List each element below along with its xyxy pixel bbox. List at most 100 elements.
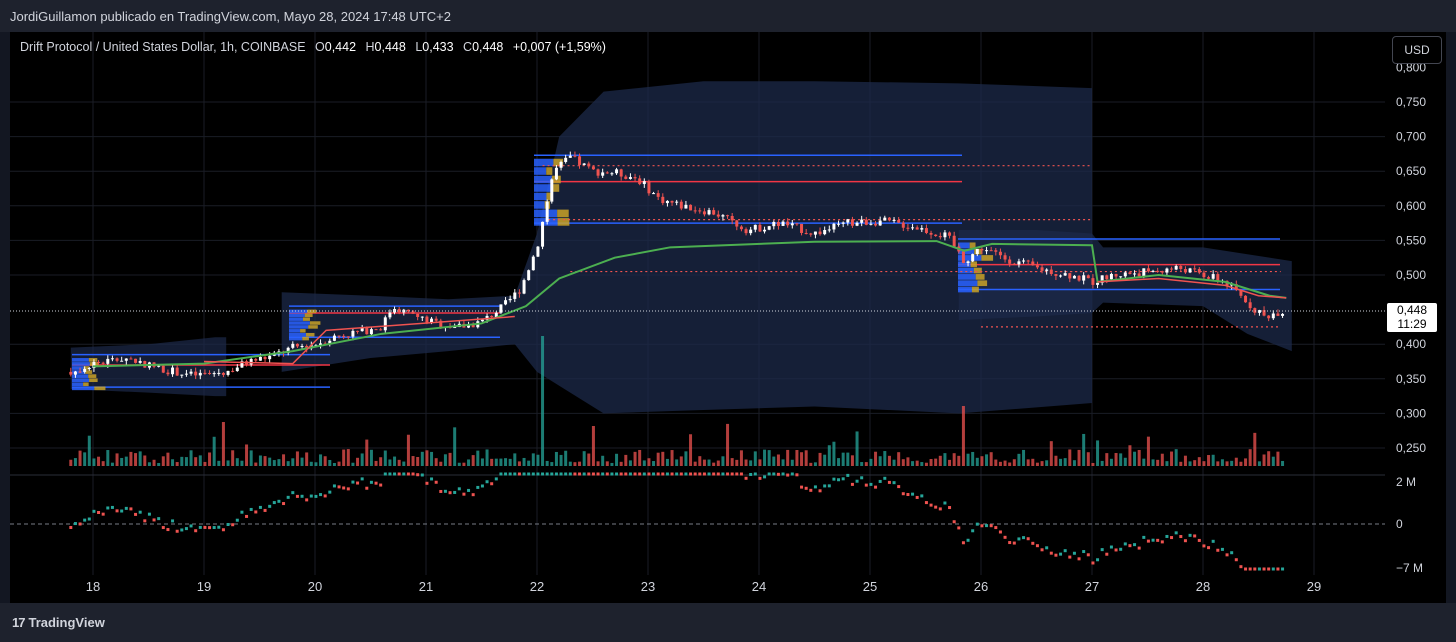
profile-day18-bar-up <box>94 386 106 391</box>
osc-point <box>1151 538 1155 542</box>
osc-point <box>735 472 739 476</box>
volume-bar <box>578 461 582 466</box>
candle-body <box>795 223 799 225</box>
volume-bar <box>476 450 480 466</box>
candle-body <box>652 193 656 195</box>
osc-point <box>878 479 882 483</box>
candle-body <box>1170 268 1174 270</box>
candle-body <box>661 196 665 204</box>
volume-bar <box>892 459 896 466</box>
osc-point <box>527 472 531 476</box>
osc-point <box>1017 537 1021 541</box>
osc-point <box>346 487 350 491</box>
profile-day18-bar-up <box>88 358 98 362</box>
volume-bar <box>753 451 757 466</box>
candle-body <box>744 229 748 234</box>
osc-point <box>545 472 549 476</box>
candle-body <box>850 219 854 226</box>
publish-bar: JordiGuillamon publicado en TradingView.… <box>0 0 1456 32</box>
volume-bar <box>467 459 471 466</box>
candle-body <box>587 163 591 167</box>
currency-button[interactable]: USD <box>1392 36 1442 64</box>
volume-bar <box>1133 451 1137 466</box>
candle-body <box>171 367 175 375</box>
candle-body <box>1128 272 1132 275</box>
osc-point <box>628 472 632 476</box>
candle-body <box>915 227 919 230</box>
osc-point <box>184 527 188 531</box>
osc-point <box>989 524 993 528</box>
volume-bar <box>809 462 813 466</box>
volume-bar <box>365 439 369 466</box>
osc-point <box>263 508 267 512</box>
candle-body <box>1188 268 1192 273</box>
volume-bar <box>804 450 808 466</box>
osc-point <box>1040 548 1044 552</box>
candle-body <box>550 179 554 202</box>
volume-bar <box>855 431 859 466</box>
tradingview-logo[interactable]: 17 TradingView <box>12 615 105 630</box>
volume-bar <box>1244 458 1248 466</box>
candle-body <box>1096 282 1100 285</box>
osc-point <box>813 485 817 489</box>
osc-point <box>258 505 262 509</box>
chart-svg[interactable]: 0,8000,7500,7000,6500,6000,5500,5000,400… <box>0 0 1456 603</box>
volume-bar <box>203 461 207 466</box>
volume-bar <box>231 450 235 466</box>
candle-body <box>1160 271 1164 273</box>
volume-bar <box>767 450 771 466</box>
date-tick-label: 27 <box>1085 579 1099 594</box>
candle-body <box>1082 275 1086 281</box>
volume-bar <box>818 452 822 466</box>
volume-bar <box>1077 449 1081 466</box>
candle-body <box>897 220 901 223</box>
volume-bar <box>490 458 494 466</box>
osc-point <box>906 493 910 497</box>
volume-bar <box>633 451 637 466</box>
candle-body <box>869 223 873 225</box>
candle-body <box>564 157 568 162</box>
osc-point <box>624 472 628 476</box>
volume-bar <box>874 451 878 466</box>
candle-body <box>971 254 975 262</box>
candle-body <box>804 232 808 234</box>
osc-point <box>1248 567 1252 571</box>
profile-day20-bar-up <box>307 309 317 314</box>
volume-bar <box>596 461 600 466</box>
volume-bar <box>846 452 850 466</box>
candle-body <box>1054 274 1058 276</box>
osc-point <box>887 480 891 484</box>
candle-body <box>679 201 683 209</box>
profile-day18-bar <box>72 386 95 391</box>
osc-point <box>462 492 466 496</box>
candle-body <box>1031 261 1035 266</box>
volume-bar <box>790 459 794 466</box>
osc-point <box>485 480 489 484</box>
volume-bar <box>781 459 785 466</box>
osc-point <box>420 473 424 477</box>
candle-body <box>83 368 87 372</box>
volume-bar <box>1193 460 1197 466</box>
candle-body <box>1059 275 1063 277</box>
price-tick-label: 0,350 <box>1396 372 1426 386</box>
bar-countdown: 11:29 <box>1397 317 1427 331</box>
profile-day26-bar-up <box>977 280 988 287</box>
volume-bar <box>1068 449 1072 466</box>
osc-point <box>966 538 970 542</box>
volume-bar <box>1174 449 1178 466</box>
volume-bar <box>837 458 841 466</box>
volume-bar <box>800 452 804 466</box>
profile-day18-bar <box>72 382 84 387</box>
osc-point <box>397 472 401 476</box>
volume-bar <box>841 452 845 466</box>
candle-body <box>203 372 207 374</box>
osc-point <box>1068 555 1072 559</box>
osc-tick-label: −7 M <box>1396 561 1423 575</box>
volume-bar <box>1091 462 1095 466</box>
candle-body <box>208 372 212 374</box>
candle-body <box>471 324 475 328</box>
candle-body <box>809 233 813 235</box>
candle-body <box>763 229 767 232</box>
volume-bar <box>1059 458 1063 466</box>
osc-point <box>1234 558 1238 562</box>
